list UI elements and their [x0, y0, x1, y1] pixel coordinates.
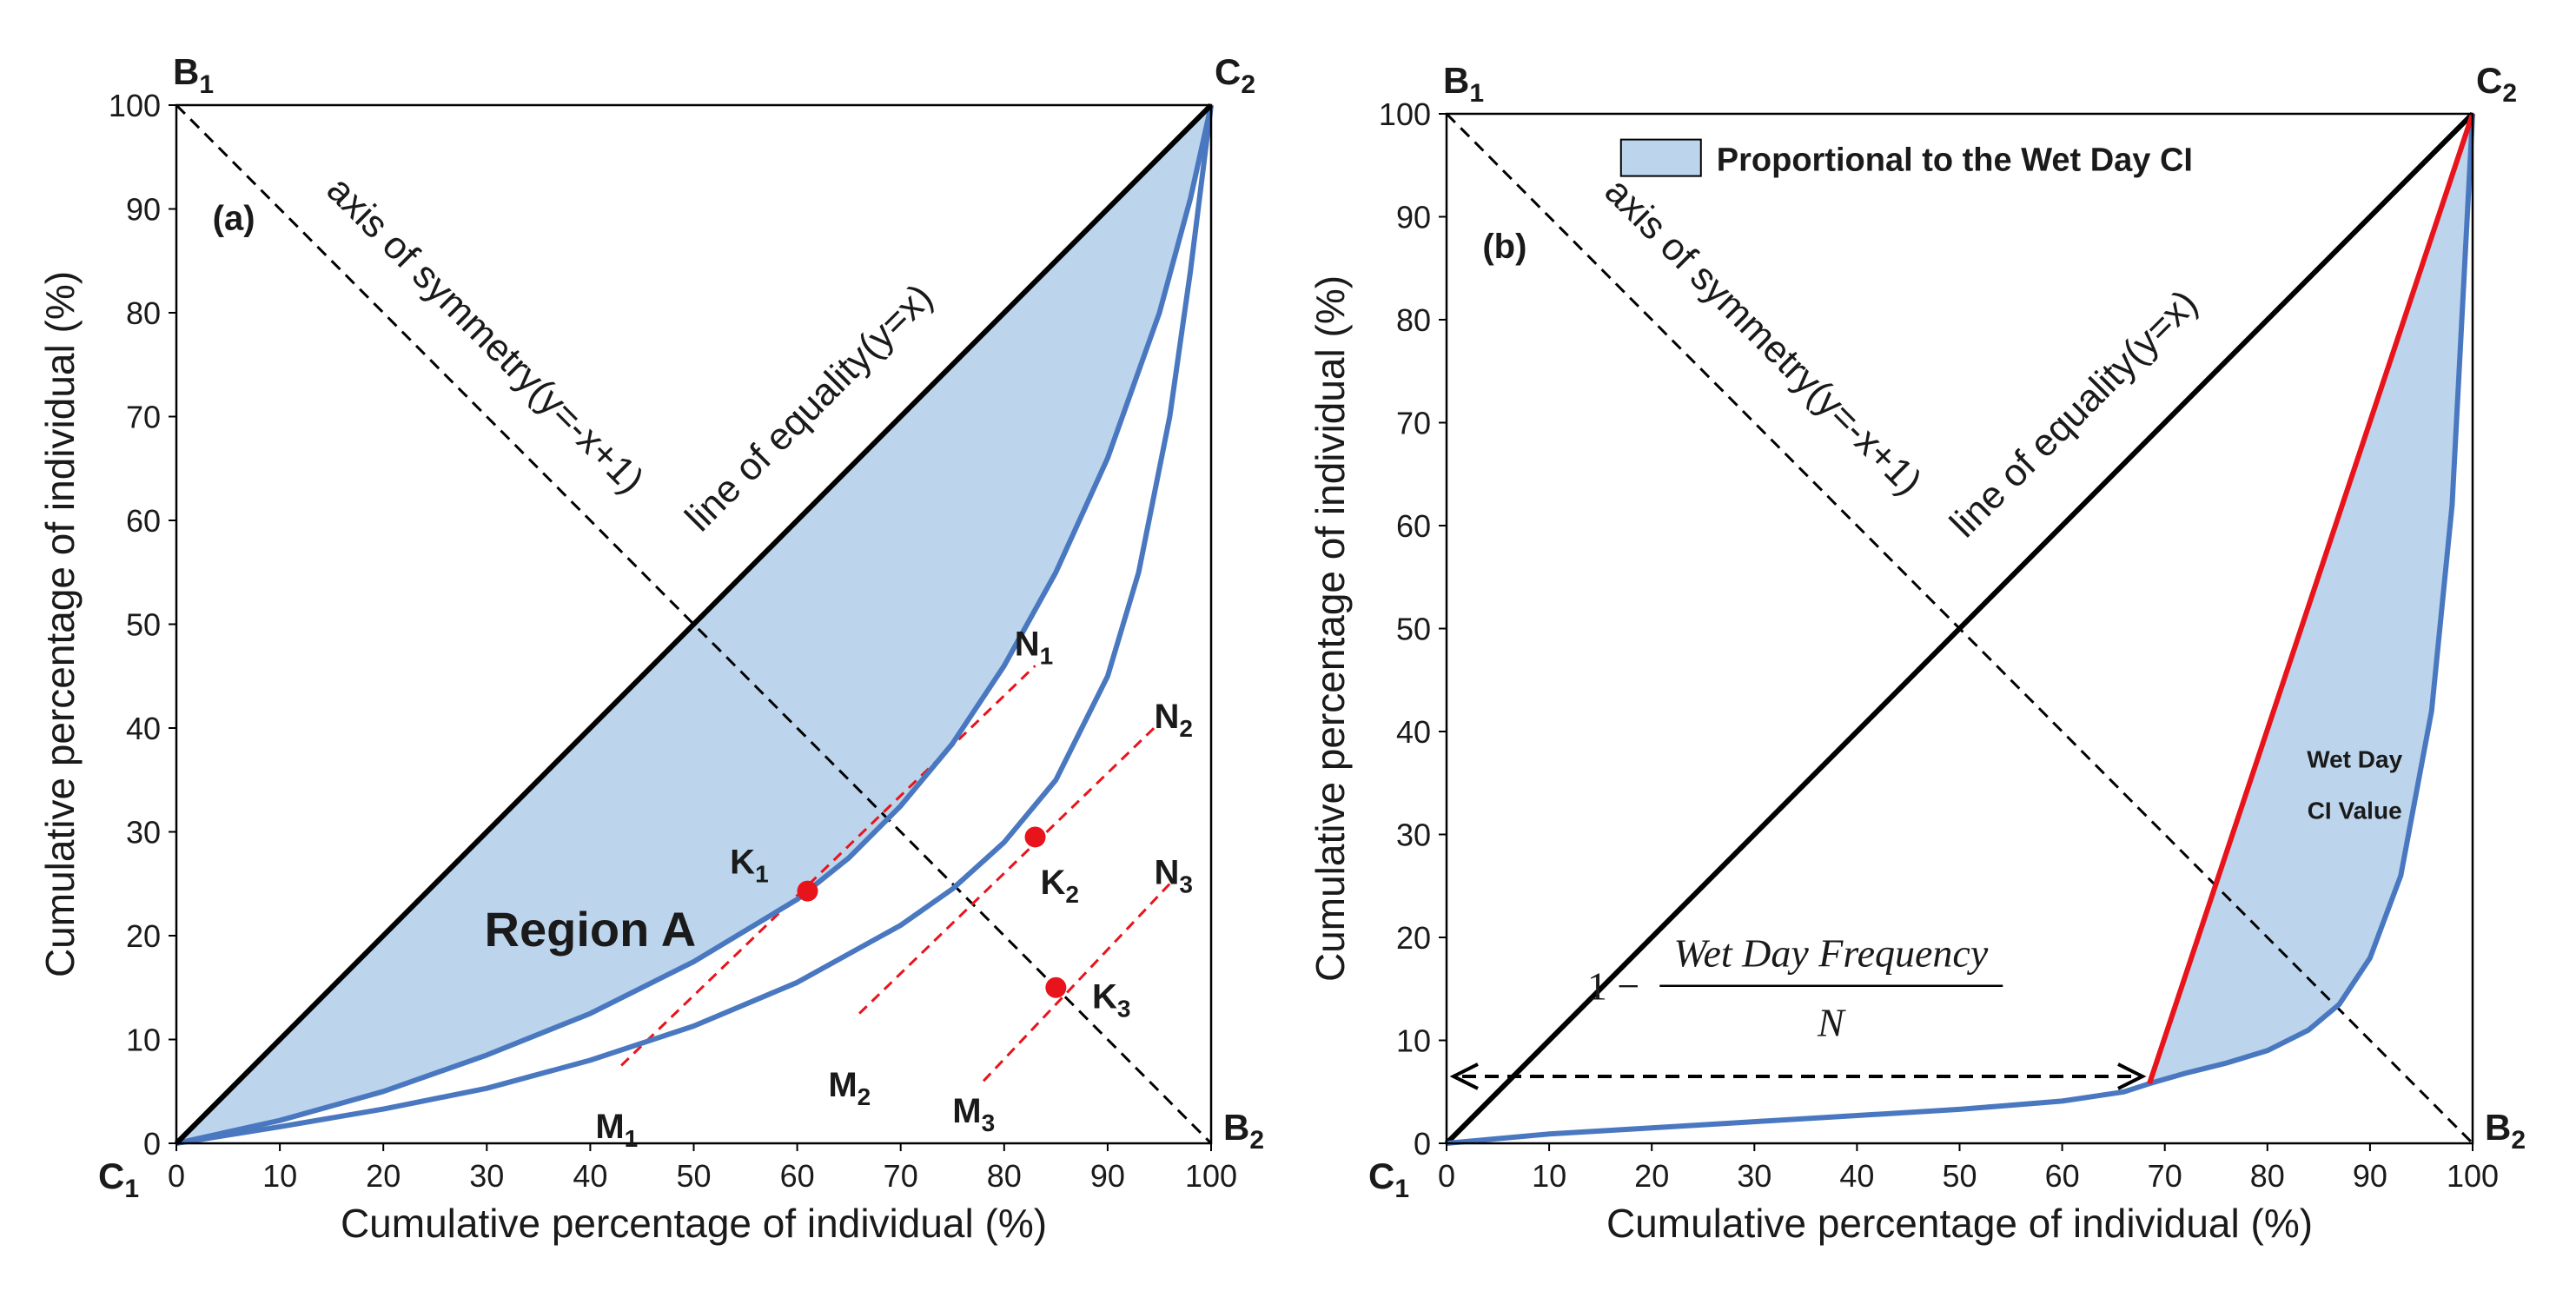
x-tick-label: 10 — [1532, 1158, 1566, 1194]
x-tick-label: 80 — [2250, 1158, 2285, 1194]
y-tick-label: 60 — [126, 503, 161, 539]
y-tick-label: 70 — [126, 400, 161, 435]
y-tick-label: 100 — [109, 88, 161, 123]
panel-b: 0 10 20 30 40 50 60 70 80 90 100 0 10 20 30 40 50 60 70 80 9… — [1308, 60, 2526, 1246]
x-axis-title: Cumulative percentage of individual (%) — [341, 1201, 1047, 1246]
point-k1 — [797, 880, 818, 902]
y-axis-title: Cumulative percentage of individual (%) — [37, 271, 83, 977]
label-n2: N2 — [1154, 698, 1192, 742]
equality-line-label: line of equality(y=x) — [1942, 281, 2206, 546]
y-tick-label: 10 — [1396, 1023, 1431, 1059]
formula-one: 1 − — [1587, 964, 1639, 1009]
point-label-k3: K3 — [1092, 978, 1130, 1023]
panel-a: 0 10 20 30 40 50 60 70 80 90 100 0 10 20 30 40 50 60 70 80 9… — [37, 51, 1264, 1246]
plot-frame — [1445, 112, 2474, 1145]
y-tick-label: 90 — [1396, 200, 1431, 235]
ci-value-label-line2: CI Value — [2308, 798, 2402, 824]
x-tick-label: 30 — [1737, 1158, 1771, 1194]
x-tick-label: 90 — [2353, 1158, 2387, 1194]
y-tick-label: 80 — [1396, 302, 1431, 338]
corner-label-c2: C2 — [1215, 51, 1255, 99]
corner-label-c1: C1 — [1368, 1155, 1409, 1203]
panel-tag: (a) — [213, 199, 255, 237]
y-tick-label: 10 — [126, 1023, 161, 1058]
corner-label-b2: B2 — [1223, 1107, 1264, 1155]
legend-label: Proportional to the Wet Day CI — [1717, 142, 2193, 179]
x-tick-label: 50 — [1942, 1158, 1977, 1194]
x-tick-label: 10 — [262, 1158, 297, 1194]
y-tick-label: 30 — [1396, 818, 1431, 853]
plot-frame — [175, 103, 1213, 1145]
label-n1: N1 — [1015, 625, 1053, 669]
formula-denominator: N — [1817, 1001, 1846, 1045]
y-tick-label: 0 — [1414, 1126, 1431, 1162]
dashed-segment-m3n3 — [982, 883, 1171, 1082]
dashed-segment-m1n1 — [620, 665, 1036, 1067]
equality-line — [1444, 111, 2475, 1146]
x-tick-label: 20 — [366, 1158, 401, 1194]
point-label-k2: K2 — [1040, 864, 1078, 908]
lower-lorenz-curve — [175, 104, 1214, 1146]
equality-line — [174, 103, 1214, 1146]
label-n3: N3 — [1154, 853, 1192, 897]
frequency-arrow-left-head — [1449, 1063, 1479, 1090]
y-tick-label: 40 — [1396, 714, 1431, 750]
y-axis-title: Cumulative percentage of individual (%) — [1308, 275, 1353, 982]
point-label-k1: K1 — [730, 843, 768, 887]
x-tick-label: 0 — [168, 1158, 185, 1194]
ci-value-label-line1: Wet Day — [2307, 745, 2402, 772]
x-axis-title: Cumulative percentage of individual (%) — [1606, 1201, 2313, 1246]
corner-label-c1: C1 — [98, 1155, 139, 1203]
y-tick-label: 60 — [1396, 508, 1431, 544]
label-m2: M2 — [828, 1066, 871, 1110]
point-k2 — [1024, 826, 1046, 848]
point-k3 — [1045, 977, 1067, 998]
x-tick-label: 40 — [573, 1158, 607, 1194]
panel-tag: (b) — [1482, 228, 1526, 266]
corner-label-b1: B1 — [173, 51, 214, 99]
dashed-segment-m2n2 — [858, 721, 1161, 1015]
region-label: Region A — [485, 902, 697, 957]
x-tick-label: 50 — [676, 1158, 711, 1194]
y-tick-label: 50 — [126, 607, 161, 643]
upper-lorenz-curve — [175, 104, 1214, 1146]
y-tick-label: 90 — [126, 192, 161, 228]
y-tick-label: 20 — [126, 918, 161, 954]
y-tick-label: 100 — [1379, 96, 1431, 132]
x-tick-label: 80 — [987, 1158, 1022, 1194]
x-tick-label: 70 — [2148, 1158, 2182, 1194]
label-m1: M1 — [595, 1108, 638, 1152]
y-tick-label: 30 — [126, 815, 161, 851]
label-m3: M3 — [952, 1092, 995, 1136]
x-tick-label: 100 — [1185, 1158, 1237, 1194]
corner-label-c2: C2 — [2476, 60, 2517, 108]
x-tick-label: 20 — [1634, 1158, 1669, 1194]
y-tick-label: 80 — [126, 295, 161, 331]
wet-day-ci-line — [2147, 113, 2475, 1085]
x-tick-label: 60 — [2045, 1158, 2080, 1194]
y-tick-label: 0 — [143, 1126, 161, 1162]
x-tick-label: 40 — [1839, 1158, 1874, 1194]
x-tick-label: 30 — [469, 1158, 504, 1194]
corner-label-b1: B1 — [1443, 60, 1484, 108]
symmetry-line-label: axis of symmetry(y=-x+1) — [319, 169, 652, 502]
formula-numerator: Wet Day Frequency — [1673, 931, 1988, 976]
x-tick-label: 70 — [884, 1158, 918, 1194]
y-tick-label: 50 — [1396, 612, 1431, 647]
x-tick-label: 100 — [2447, 1158, 2499, 1194]
x-tick-label: 90 — [1090, 1158, 1125, 1194]
y-tick-label: 70 — [1396, 406, 1431, 441]
frequency-arrow-right-head — [2117, 1063, 2147, 1090]
y-tick-label: 40 — [126, 711, 161, 746]
y-tick-label: 20 — [1396, 920, 1431, 956]
x-tick-label: 60 — [780, 1158, 815, 1194]
lorenz-curve — [1446, 113, 2475, 1146]
symmetry-line-label: axis of symmetry(y=-x+1) — [1597, 169, 1930, 503]
legend-swatch — [1619, 138, 1702, 177]
corner-label-b2: B2 — [2485, 1107, 2526, 1155]
x-tick-label: 0 — [1438, 1158, 1455, 1194]
symmetry-line — [175, 103, 1213, 1145]
